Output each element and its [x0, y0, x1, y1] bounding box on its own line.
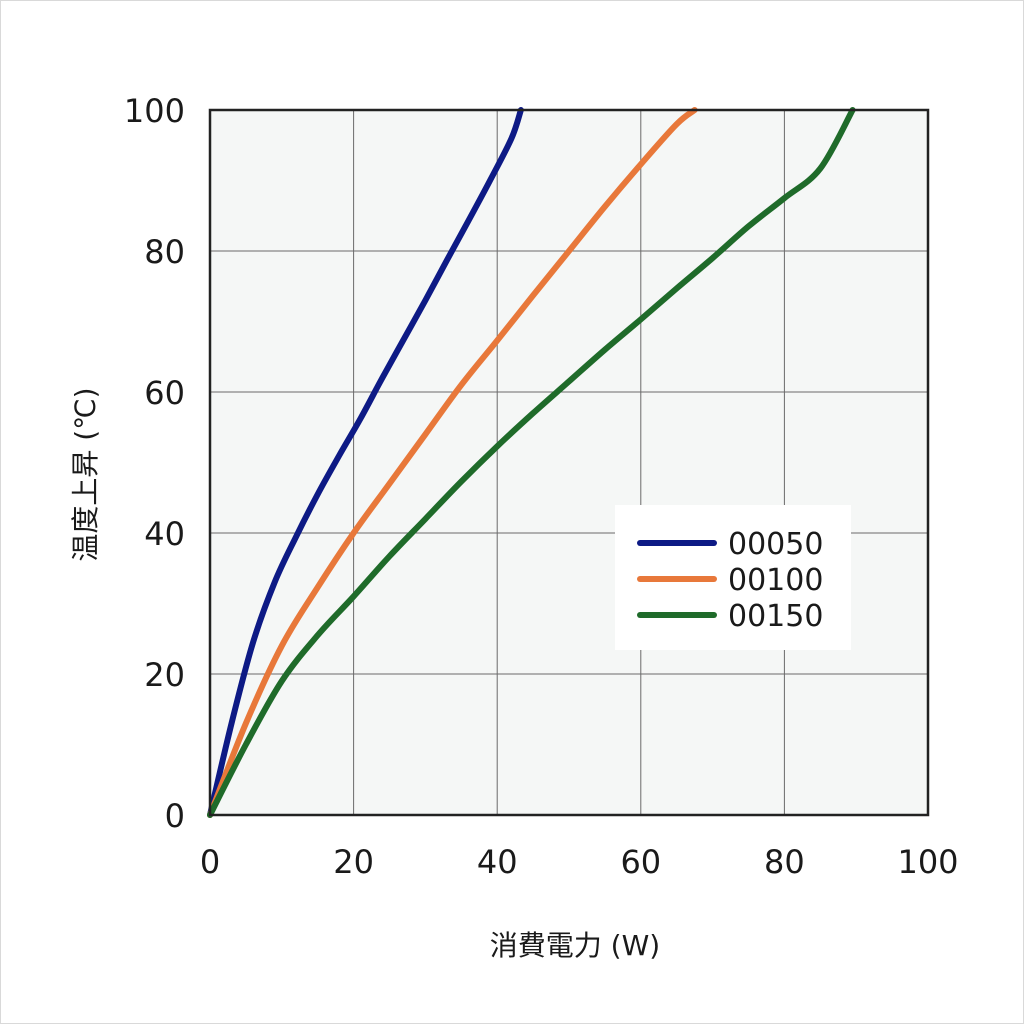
series-group — [207, 107, 856, 818]
x-tick-label: 60 — [620, 843, 661, 881]
y-tick-label: 100 — [124, 92, 185, 130]
legend-label: 00100 — [728, 563, 823, 598]
y-tick-label: 0 — [165, 797, 185, 835]
legend-label: 00150 — [728, 599, 823, 634]
x-tick-label: 0 — [200, 843, 220, 881]
y-tick-label: 20 — [144, 656, 185, 694]
y-tick-label: 40 — [144, 515, 185, 553]
y-tick-labels: 0 20 40 60 80 100 — [124, 92, 185, 835]
x-tick-label: 40 — [477, 843, 518, 881]
x-tick-label: 80 — [764, 843, 805, 881]
x-tick-label: 100 — [897, 843, 958, 881]
x-tick-label: 20 — [333, 843, 374, 881]
plot-border — [208, 108, 930, 817]
series-line-00050 — [207, 107, 524, 818]
x-tick-labels: 0 20 40 60 80 100 — [200, 843, 959, 881]
legend-label: 00050 — [728, 527, 823, 562]
series-line-00150 — [207, 107, 856, 818]
plot-area — [210, 110, 928, 815]
x-axis-title: 消費電力 (W) — [490, 929, 660, 962]
y-tick-label: 80 — [144, 233, 185, 271]
series-line-00100 — [207, 107, 698, 818]
y-tick-label: 60 — [144, 374, 185, 412]
y-axis-title: 温度上昇 (℃) — [69, 387, 102, 561]
